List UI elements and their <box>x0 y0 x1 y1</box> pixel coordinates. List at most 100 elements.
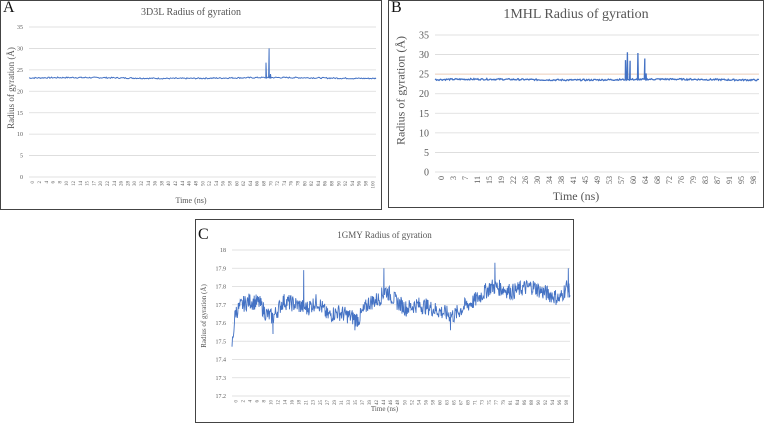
y-tick-label: 10 <box>17 132 23 138</box>
x-tick-label: 25 <box>319 400 324 406</box>
x-tick-label: 27 <box>326 400 331 406</box>
x-tick-label: 42 <box>375 400 380 406</box>
x-tick-label: 46 <box>188 181 193 187</box>
y-tick-label: 15 <box>17 111 23 117</box>
x-tick-label: 30 <box>533 176 542 184</box>
x-axis-label: Time (ns) <box>175 196 207 205</box>
x-tick-label: 16 <box>291 400 296 406</box>
x-tick-label: 52 <box>208 181 213 187</box>
y-tick-label: 25 <box>17 68 23 74</box>
x-tick-label: 2 <box>38 181 43 184</box>
chart-title: 1MHL Radius of gyration <box>503 7 649 22</box>
y-tick-label: 5 <box>20 154 23 160</box>
x-tick-label: 0 <box>437 176 446 180</box>
x-tick-label: 30 <box>133 181 138 187</box>
x-tick-label: 98 <box>749 176 758 184</box>
x-tick-label: 92 <box>344 181 349 187</box>
x-tick-label: 75 <box>488 400 493 406</box>
x-tick-label: 91 <box>725 176 734 184</box>
x-axis-label: Time (ns) <box>552 189 600 203</box>
series-line <box>434 52 760 82</box>
x-tick-label: 41 <box>569 176 578 184</box>
series-line <box>231 262 571 347</box>
x-tick-label: 98 <box>565 400 570 406</box>
x-tick-label: 60 <box>438 400 443 406</box>
x-tick-label: 49 <box>593 176 602 184</box>
y-tick-label: 20 <box>17 89 23 95</box>
x-tick-label: 60 <box>629 176 638 184</box>
y-tick-label: 20 <box>419 89 429 100</box>
x-tick-label: 48 <box>396 400 401 406</box>
x-tick-label: 92 <box>544 400 549 406</box>
y-tick-label: 30 <box>17 47 23 53</box>
x-tick-label: 32 <box>140 181 145 187</box>
x-tick-label: 95 <box>737 176 746 184</box>
x-tick-label: 100 <box>371 181 376 189</box>
x-tick-label: 26 <box>521 176 530 184</box>
panel-letter: C <box>198 226 209 243</box>
y-tick-label: 35 <box>419 31 429 42</box>
x-tick-label: 34 <box>545 176 554 184</box>
x-tick-label: 39 <box>368 400 373 406</box>
x-tick-label: 10 <box>269 400 274 406</box>
x-tick-label: 96 <box>558 400 563 406</box>
x-tick-label: 6 <box>52 181 57 184</box>
x-tick-label: 90 <box>537 400 542 406</box>
x-tick-label: 3 <box>449 176 458 180</box>
x-tick-label: 54 <box>215 181 220 187</box>
x-tick-label: 15 <box>86 181 91 187</box>
x-tick-label: 86 <box>523 400 528 406</box>
x-tick-label: 34 <box>147 181 152 187</box>
x-tick-label: 83 <box>701 176 710 184</box>
x-tick-label: 46 <box>389 400 394 406</box>
x-tick-label: 42 <box>174 181 179 187</box>
y-tick-label: 15 <box>419 109 429 120</box>
y-axis-label: Radius of gyration (Å) <box>200 284 208 348</box>
x-tick-label: 0 <box>234 400 239 403</box>
x-tick-label: 94 <box>351 181 356 187</box>
x-tick-label: 90 <box>337 181 342 187</box>
x-tick-label: 81 <box>509 400 514 406</box>
x-tick-label: 50 <box>403 400 408 406</box>
x-tick-label: 53 <box>605 176 614 184</box>
y-tick-label: 17.8 <box>216 285 227 291</box>
x-tick-label: 17 <box>92 181 97 187</box>
chart-title: 1GMY Radius of gyration <box>337 230 432 240</box>
x-tick-label: 37 <box>361 400 366 406</box>
x-tick-label: 38 <box>160 181 165 187</box>
x-tick-label: 68 <box>262 181 267 187</box>
x-tick-label: 14 <box>284 400 289 406</box>
x-tick-label: 44 <box>382 400 387 406</box>
x-tick-label: 23 <box>312 400 317 406</box>
panel-letter: A <box>3 0 15 16</box>
x-tick-label: 11 <box>473 176 482 184</box>
y-tick-label: 17.7 <box>216 303 227 309</box>
y-axis-label: Radius of gyration (Å) <box>6 47 16 129</box>
x-tick-label: 24 <box>113 181 118 187</box>
panel-b: 0 5 10 15 20 25 30 35 0 3 7 11 15 19 22 26 30 34 38 41 45 49 5… <box>388 0 764 208</box>
x-tick-label: 84 <box>516 400 521 406</box>
x-tick-label: 15 <box>485 176 494 184</box>
x-tick-label: 12 <box>277 400 282 406</box>
x-tick-label: 45 <box>581 176 590 184</box>
x-tick-label: 88 <box>530 400 535 406</box>
x-tick-label: 4 <box>45 181 50 184</box>
x-tick-label: 14 <box>79 181 84 187</box>
x-tick-label: 77 <box>495 400 500 406</box>
x-axis-label: Time (ns) <box>370 405 399 413</box>
x-tick-label: 58 <box>431 400 436 406</box>
x-tick-label: 94 <box>551 400 556 406</box>
x-tick-label: 98 <box>365 181 370 187</box>
panel-a: 0 5 10 15 20 25 30 35 0 2 4 6 8 10 12 14 15 17 20 22 24 26 28 3… <box>0 0 382 210</box>
y-tick-label: 0 <box>424 168 429 179</box>
x-tick-label: 0 <box>31 181 36 184</box>
x-tick-label: 88 <box>331 181 336 187</box>
x-tick-label: 71 <box>474 400 479 406</box>
x-tick-label: 54 <box>417 400 422 406</box>
x-tick-label: 66 <box>256 181 261 187</box>
y-tick-label: 5 <box>424 148 429 159</box>
x-tick-label: 38 <box>557 176 566 184</box>
x-tick-label: 69 <box>467 400 472 406</box>
